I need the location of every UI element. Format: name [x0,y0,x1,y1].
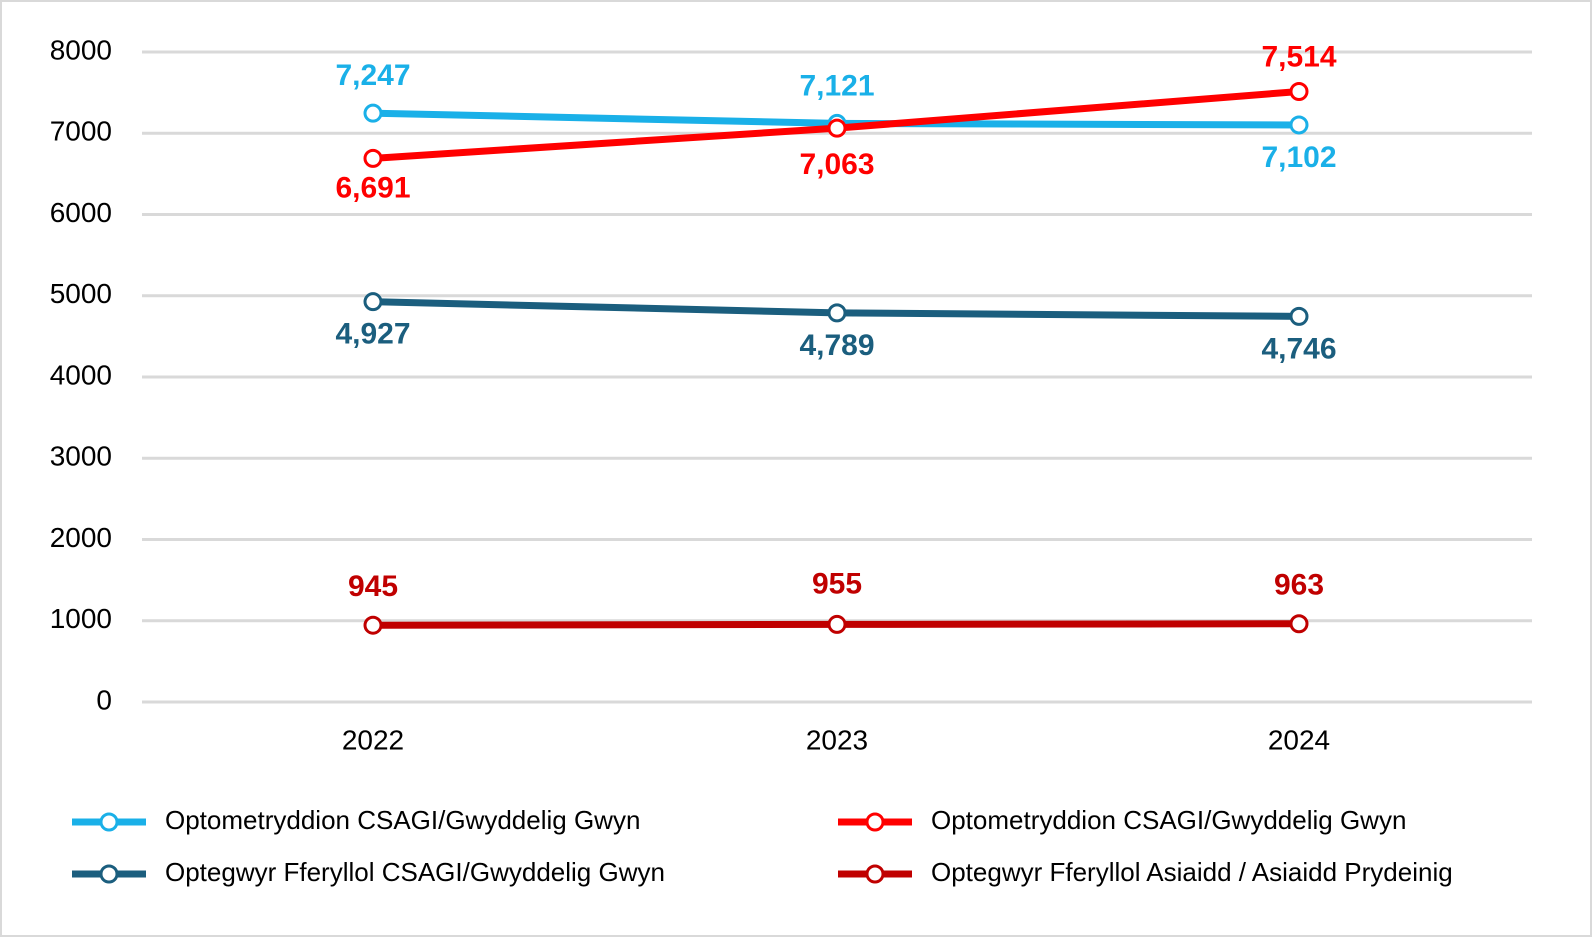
y-tick-label: 7000 [50,116,112,147]
data-point [1289,306,1309,326]
value-label: 7,102 [1261,141,1336,174]
x-tick-label: 2022 [342,724,404,755]
legend-marker [865,864,885,884]
data-point [1289,115,1309,135]
data-point [363,615,383,635]
y-tick-label: 5000 [50,278,112,309]
y-tick-label: 8000 [50,34,112,65]
data-point [827,303,847,323]
value-label: 4,746 [1261,332,1336,365]
y-tick-label: 2000 [50,522,112,553]
data-point [1289,614,1309,634]
data-point [1289,81,1309,101]
legend-label: Optometryddion CSAGI/Gwyddelig Gwyn [931,805,1406,835]
value-label: 963 [1274,569,1324,602]
value-label: 4,927 [335,318,410,351]
data-point [363,103,383,123]
value-label: 955 [812,567,862,600]
value-label: 7,514 [1261,40,1336,73]
data-point [827,614,847,634]
value-label: 4,789 [799,329,874,362]
y-tick-label: 4000 [50,359,112,390]
legend-marker [865,812,885,832]
data-point [827,118,847,138]
legend-label: Optegwyr Fferyllol CSAGI/Gwyddelig Gwyn [165,857,665,887]
y-tick-label: 3000 [50,441,112,472]
value-label: 7,121 [799,69,874,102]
legend-marker [99,864,119,884]
x-tick-label: 2023 [806,724,868,755]
y-tick-label: 6000 [50,197,112,228]
value-label: 7,247 [335,59,410,92]
legend-label: Optometryddion CSAGI/Gwyddelig Gwyn [165,805,640,835]
value-label: 6,691 [335,171,410,204]
x-tick-label: 2024 [1268,724,1330,755]
y-tick-label: 1000 [50,603,112,634]
data-point [363,148,383,168]
legend-label: Optegwyr Fferyllol Asiaidd / Asiaidd Pry… [931,857,1453,887]
data-point [363,292,383,312]
value-label: 7,063 [799,148,874,181]
legend-marker [99,812,119,832]
y-tick-label: 0 [96,684,112,715]
value-label: 945 [348,570,398,603]
